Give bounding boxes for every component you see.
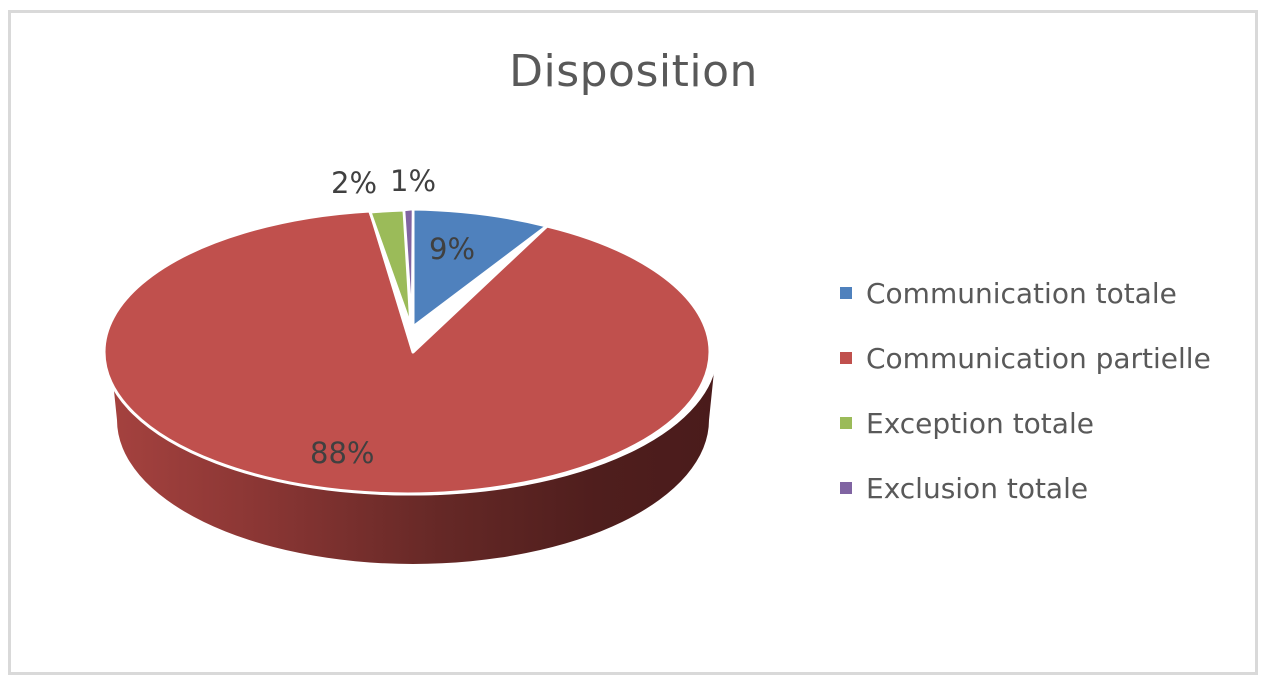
data-label-exclusion-totale: 1%: [390, 164, 437, 198]
legend-swatch-red: [840, 352, 852, 364]
legend-item-exclusion-totale[interactable]: Exclusion totale: [840, 468, 1088, 508]
chart-title: Disposition: [509, 46, 758, 97]
slice-exclusion-totale[interactable]: [402, 207, 415, 329]
legend-swatch-blue: [840, 287, 852, 299]
data-label-exception-totale: 2%: [331, 166, 378, 200]
legend-item-communication-partielle[interactable]: Communication partielle: [840, 338, 1211, 378]
legend-label: Exception totale: [866, 406, 1094, 440]
data-label-communication-totale: 9%: [429, 232, 476, 266]
legend-swatch-green: [840, 417, 852, 429]
legend-label: Exclusion totale: [866, 471, 1089, 505]
legend-swatch-purple: [840, 482, 852, 494]
slice-communication-partielle[interactable]: [102, 209, 712, 496]
slice-communication-totale[interactable]: [411, 207, 549, 329]
data-label-communication-partielle: 88%: [310, 436, 375, 470]
legend-label: Communication partielle: [866, 341, 1211, 375]
legend-item-communication-totale[interactable]: Communication totale: [840, 273, 1177, 313]
legend-label: Communication totale: [866, 276, 1177, 310]
pie-side-wall: [110, 352, 716, 564]
legend-item-exception-totale[interactable]: Exception totale: [840, 403, 1094, 443]
